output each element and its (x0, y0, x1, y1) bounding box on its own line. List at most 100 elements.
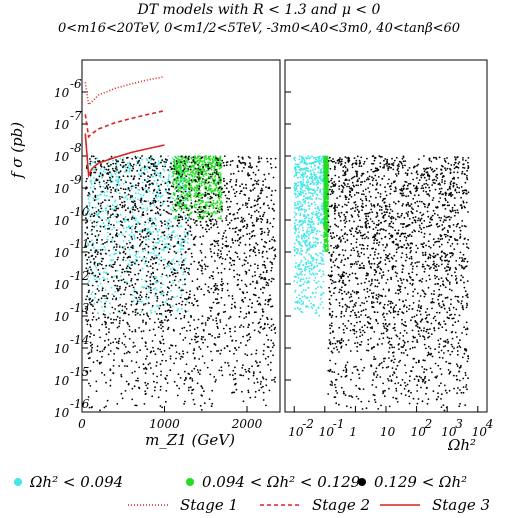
scatter-point (129, 254, 131, 257)
scatter-point (197, 215, 200, 218)
scatter-point (119, 311, 122, 314)
scatter-point (89, 325, 92, 328)
scatter-point (187, 248, 190, 251)
scatter-point (106, 179, 109, 182)
scatter-point (118, 365, 121, 367)
scatter-point (162, 200, 165, 203)
scatter-point (296, 223, 299, 226)
scatter-point (269, 261, 272, 263)
scatter-point (98, 183, 101, 186)
scatter-point (251, 302, 254, 305)
scatter-point (105, 199, 108, 202)
scatter-point (101, 191, 104, 193)
scatter-point (139, 199, 142, 202)
scatter-point (116, 269, 119, 272)
scatter-point (91, 299, 94, 301)
scatter-point (122, 188, 125, 191)
scatter-point (170, 208, 172, 211)
scatter-point (320, 263, 323, 265)
scatter-point (196, 176, 199, 179)
scatter-point (131, 246, 134, 249)
scatter-point (156, 207, 159, 210)
scatter-point (309, 296, 312, 298)
scatter-point (215, 183, 218, 185)
scatter-point (270, 280, 273, 283)
scatter-point (194, 156, 197, 158)
scatter-point (321, 202, 323, 205)
scatter-point (103, 180, 105, 183)
scatter-point (171, 231, 174, 234)
scatter-point (293, 222, 296, 225)
scatter-point (254, 271, 256, 273)
scatter-point (107, 183, 110, 186)
scatter-point (214, 202, 217, 205)
scatter-point (312, 231, 315, 234)
scatter-point (129, 196, 132, 199)
scatter-point (297, 209, 300, 212)
scatter-point (262, 250, 264, 253)
scatter-point (217, 195, 220, 198)
scatter-point (117, 256, 119, 259)
scatter-point (309, 223, 311, 226)
scatter-point (230, 160, 232, 163)
scatter-point (89, 219, 92, 222)
scatter-point (257, 264, 259, 267)
scatter-point (320, 252, 323, 255)
scatter-point (272, 217, 275, 220)
scatter-point (320, 241, 322, 244)
scatter-point (160, 259, 163, 262)
scatter-point (309, 183, 312, 186)
scatter-point (182, 186, 185, 189)
scatter-point (294, 250, 296, 252)
scatter-point (199, 264, 202, 267)
scatter-point (182, 164, 185, 167)
scatter-point (169, 182, 171, 184)
scatter-point (115, 159, 117, 161)
scatter-point (183, 180, 186, 182)
scatter-point (143, 224, 146, 226)
scatter-point (248, 232, 251, 235)
scatter-point (107, 280, 110, 283)
scatter-point (164, 319, 166, 321)
scatter-point (90, 182, 93, 185)
scatter-point (190, 338, 193, 341)
scatter-point (147, 270, 150, 273)
scatter-point (295, 218, 298, 221)
scatter-point (86, 320, 89, 323)
scatter-point (98, 216, 100, 218)
scatter-point (186, 351, 189, 354)
scatter-point (252, 229, 255, 232)
scatter-point (295, 174, 298, 177)
scatter-point (214, 155, 217, 158)
scatter-point (145, 323, 147, 325)
scatter-point (153, 245, 155, 248)
scatter-point (231, 374, 234, 377)
scatter-point (210, 405, 213, 408)
scatter-point (103, 406, 106, 409)
scatter-point (246, 206, 249, 209)
scatter-point (315, 282, 318, 284)
scatter-point (307, 243, 310, 246)
scatter-point (214, 178, 217, 181)
scatter-point (307, 223, 309, 226)
scatter-point (232, 188, 235, 191)
left-panel-frame (81, 59, 281, 413)
scatter-point (167, 298, 170, 300)
scatter-point (131, 196, 134, 199)
scatter-point (304, 172, 306, 175)
scatter-point (299, 214, 302, 217)
scatter-point (209, 201, 212, 204)
scatter-point (246, 339, 249, 342)
scatter-point (239, 310, 242, 313)
scatter-point (265, 378, 268, 381)
scatter-point (185, 207, 188, 210)
scatter-point (268, 240, 271, 243)
scatter-point (238, 258, 241, 260)
scatter-point (115, 170, 118, 173)
scatter-point (224, 258, 227, 261)
scatter-point (257, 211, 260, 213)
scatter-point (86, 209, 89, 211)
scatter-point (97, 298, 100, 301)
scatter-point (219, 217, 222, 220)
scatter-point (147, 251, 150, 254)
